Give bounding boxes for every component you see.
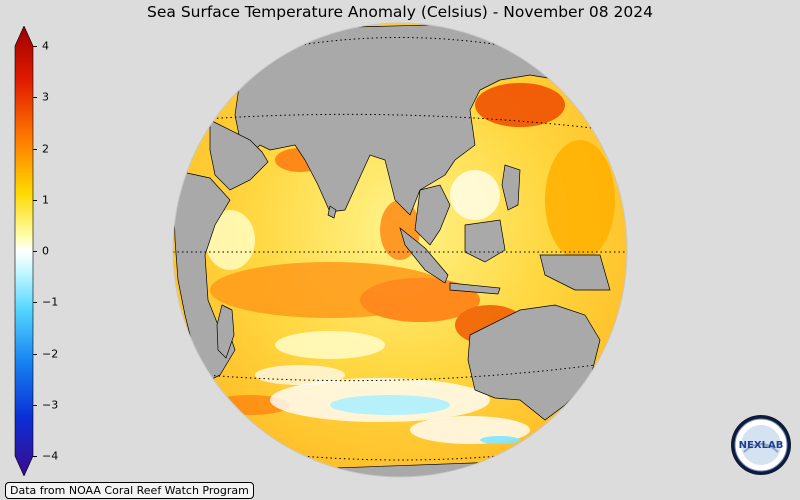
colorbar-tick	[33, 404, 37, 406]
nexlab-logo-icon: NEXLAB	[731, 415, 791, 475]
map-title: Sea Surface Temperature Anomaly (Celsius…	[147, 3, 653, 21]
colorbar-tick-label: 3	[42, 90, 49, 104]
colorbar-tick-label: 4	[42, 39, 49, 53]
data-credit: Data from NOAA Coral Reef Watch Program	[5, 482, 254, 499]
colorbar-tick-label: −4	[42, 449, 59, 463]
colorbar-tick	[33, 148, 37, 150]
colorbar-tick	[33, 456, 37, 457]
colorbar-tick	[33, 199, 37, 201]
colorbar-tick	[33, 302, 37, 304]
colorbar-tick-label: −3	[42, 398, 59, 412]
colorbar-tick-label: −1	[42, 295, 59, 309]
cool-anomaly-patches	[205, 170, 530, 444]
colorbar-tick	[33, 97, 37, 99]
colorbar-tick-label: 0	[42, 244, 49, 258]
colorbar-tick	[33, 251, 37, 252]
graticule	[173, 37, 627, 461]
colorbar-tick-label: 2	[42, 142, 49, 155]
colorbar-tick	[33, 353, 37, 355]
logo-text: NEXLAB	[739, 440, 784, 451]
colorbar-tick	[33, 46, 37, 47]
colorbar-tick-label: −2	[42, 347, 59, 360]
colorbar-tick-label: 1	[42, 193, 49, 207]
